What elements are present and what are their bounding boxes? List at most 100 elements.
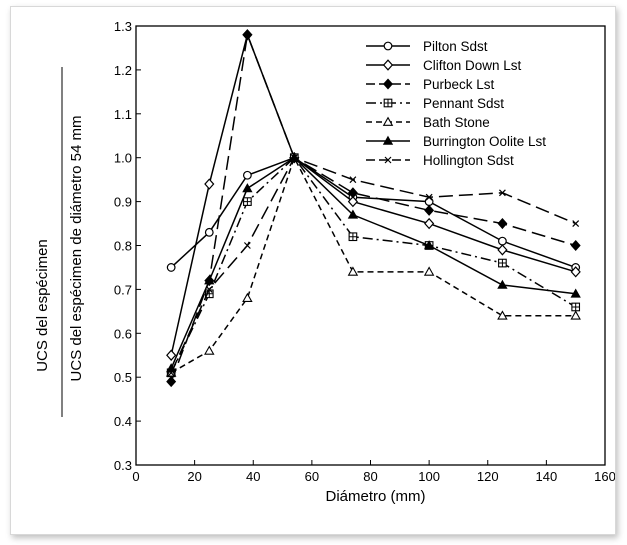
data-point-pennant-sdst — [243, 197, 252, 206]
legend-label: Hollington Sdst — [423, 153, 514, 168]
y-tick-label: 1.1 — [114, 107, 132, 122]
x-tick-label: 120 — [477, 469, 499, 484]
data-point-pilton-sdst — [242, 170, 252, 180]
data-point-clifton-down-lst — [347, 195, 359, 208]
data-point-bath-stone — [423, 266, 435, 276]
legend-label: Pilton Sdst — [423, 39, 488, 54]
y-tick-label: 0.6 — [114, 326, 132, 341]
x-tick-label: 160 — [594, 469, 615, 484]
y-tick-label: 0.3 — [114, 458, 132, 473]
legend-marker — [383, 98, 393, 108]
data-point-burrington-oolite-lst — [423, 240, 435, 250]
x-tick-label: 100 — [418, 469, 440, 484]
data-point-burrington-oolite-lst — [570, 288, 581, 298]
legend-marker — [383, 78, 393, 90]
y-tick-label: 0.7 — [114, 282, 132, 297]
series-line-hollington-sdst — [170, 156, 576, 374]
data-point-pennant-sdst-cross — [498, 259, 507, 267]
legend-marker — [383, 41, 393, 51]
y-tick-label: 0.8 — [114, 239, 132, 254]
data-point-hollington-sdst — [167, 369, 175, 377]
legend-marker-cross — [384, 99, 392, 107]
legend-item-burrington-oolite-lst: Burrington Oolite Lst — [366, 134, 546, 149]
data-point-hollington-sdst — [572, 220, 580, 227]
x-tick-label: 40 — [246, 469, 260, 484]
legend-marker — [384, 156, 392, 164]
legend-label: Pennant Sdst — [423, 96, 504, 111]
x-tick-label: 80 — [363, 469, 377, 484]
data-point-purbeck-lst — [166, 376, 177, 388]
data-point-clifton-down-lst — [497, 244, 508, 256]
legend-marker — [382, 59, 394, 71]
data-point-pennant-sdst — [498, 258, 507, 268]
data-point-pilton-sdst — [498, 236, 507, 246]
data-point-pennant-sdst — [571, 302, 581, 312]
x-tick-label: 140 — [536, 469, 558, 484]
data-point-burrington-oolite-lst — [497, 279, 508, 289]
data-point-bath-stone — [497, 310, 508, 320]
y-tick-label: 0.5 — [114, 370, 132, 385]
data-point-pennant-sdst — [348, 232, 358, 242]
series-pennant-sdst — [166, 153, 581, 378]
data-point-bath-stone — [204, 345, 215, 355]
x-tick-label: 0 — [132, 469, 139, 484]
x-tick-label: 20 — [187, 469, 201, 484]
series-line-pennant-sdst — [170, 156, 577, 374]
legend-label: Burrington Oolite Lst — [423, 134, 546, 149]
y-axis-label-numerator: UCS del espécimen — [34, 239, 51, 372]
legend-item-purbeck-lst: Purbeck Lst — [366, 77, 495, 92]
series-bath-stone — [165, 152, 581, 377]
series-line-clifton-down-lst — [170, 32, 576, 356]
data-point-burrington-oolite-lst — [347, 209, 359, 219]
data-point-burrington-oolite-lst — [242, 183, 253, 193]
legend-marker — [382, 116, 394, 126]
legend-item-clifton-down-lst: Clifton Down Lst — [366, 58, 522, 73]
data-point-bath-stone — [570, 310, 581, 320]
y-tick-label: 0.4 — [114, 414, 132, 429]
data-point-purbeck-lst — [424, 204, 435, 216]
y-tick-label: 1.2 — [114, 63, 132, 78]
data-point-bath-stone — [242, 292, 253, 303]
data-point-pennant-sdst-cross — [571, 303, 580, 311]
data-point-burrington-oolite-lst — [204, 275, 215, 285]
y-tick-label: 1.0 — [114, 151, 132, 166]
data-point-hollington-sdst — [243, 242, 251, 249]
data-point-pilton-sdst — [166, 263, 176, 272]
series-line-purbeck-lst — [170, 31, 576, 382]
legend-item-pilton-sdst: Pilton Sdst — [366, 39, 488, 54]
data-point-bath-stone — [347, 266, 359, 276]
x-tick-label: 60 — [305, 469, 319, 484]
y-tick-label: 0.9 — [114, 195, 132, 210]
series-clifton-down-lst — [166, 29, 581, 361]
legend-label: Purbeck Lst — [423, 77, 495, 92]
plot-border — [135, 25, 606, 466]
legend-item-pennant-sdst: Pennant Sdst — [366, 96, 504, 111]
data-point-pilton-sdst — [424, 197, 434, 207]
axes: 0 20 40 60 80 100 120 140 160 0.3 0.4 0.5 0.6 0.7 0.8 0… — [114, 19, 615, 484]
series-pilton-sdst — [166, 153, 581, 272]
legend-item-bath-stone: Bath Stone — [366, 115, 490, 130]
series-burrington-oolite-lst — [166, 152, 581, 373]
series-line-bath-stone — [170, 155, 576, 374]
series-layer — [165, 29, 581, 388]
y-tick-label: 1.3 — [114, 19, 132, 34]
y-axis-label-denominator: UCS del espécimen de diámetro 54 mm — [68, 116, 85, 382]
data-point-hollington-sdst — [290, 154, 298, 162]
series-line-burrington-oolite-lst — [170, 156, 576, 369]
data-point-purbeck-lst — [570, 239, 581, 252]
data-point-hollington-sdst — [205, 285, 213, 293]
data-point-hollington-sdst — [425, 193, 433, 201]
x-axis-label: Diámetro (mm) — [326, 488, 426, 505]
data-point-purbeck-lst — [242, 29, 253, 41]
data-point-hollington-sdst — [498, 189, 506, 197]
data-point-clifton-down-lst — [424, 217, 435, 230]
legend: Pilton Sdst Clifton Down Lst Purbeck Lst Pe… — [366, 39, 546, 168]
legend-item-hollington-sdst: Hollington Sdst — [366, 153, 514, 168]
legend-marker — [382, 135, 394, 145]
series-line-pilton-sdst — [170, 156, 576, 269]
data-point-purbeck-lst — [497, 218, 508, 230]
data-point-clifton-down-lst — [166, 349, 177, 361]
legend-label: Bath Stone — [423, 115, 490, 130]
series-hollington-sdst — [167, 154, 580, 377]
data-point-pennant-sdst-cross — [349, 232, 357, 241]
